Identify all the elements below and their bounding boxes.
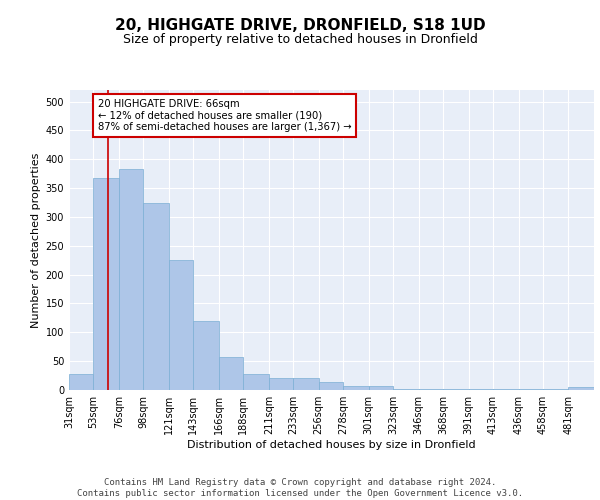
Text: 20, HIGHGATE DRIVE, DRONFIELD, S18 1UD: 20, HIGHGATE DRIVE, DRONFIELD, S18 1UD (115, 18, 485, 32)
Bar (319, 382, 343, 390)
Bar (219, 357, 243, 390)
Bar (393, 389, 419, 390)
Bar (143, 203, 169, 390)
Bar (443, 389, 469, 390)
Bar (343, 386, 368, 390)
Bar (119, 169, 143, 390)
Bar (269, 378, 293, 390)
Bar (368, 386, 393, 390)
Text: Size of property relative to detached houses in Dronfield: Size of property relative to detached ho… (122, 32, 478, 46)
Bar (469, 389, 493, 390)
Bar (568, 387, 594, 390)
Bar (419, 389, 443, 390)
Bar (193, 321, 219, 390)
Y-axis label: Number of detached properties: Number of detached properties (31, 152, 41, 328)
Bar (243, 374, 269, 390)
Text: Contains HM Land Registry data © Crown copyright and database right 2024.
Contai: Contains HM Land Registry data © Crown c… (77, 478, 523, 498)
Bar (543, 389, 568, 390)
Bar (518, 389, 543, 390)
X-axis label: Distribution of detached houses by size in Dronfield: Distribution of detached houses by size … (187, 440, 476, 450)
Bar (94, 178, 119, 390)
Bar (293, 378, 319, 390)
Text: 20 HIGHGATE DRIVE: 66sqm
← 12% of detached houses are smaller (190)
87% of semi-: 20 HIGHGATE DRIVE: 66sqm ← 12% of detach… (98, 98, 352, 132)
Bar (169, 260, 193, 390)
Bar (69, 374, 94, 390)
Bar (493, 389, 518, 390)
